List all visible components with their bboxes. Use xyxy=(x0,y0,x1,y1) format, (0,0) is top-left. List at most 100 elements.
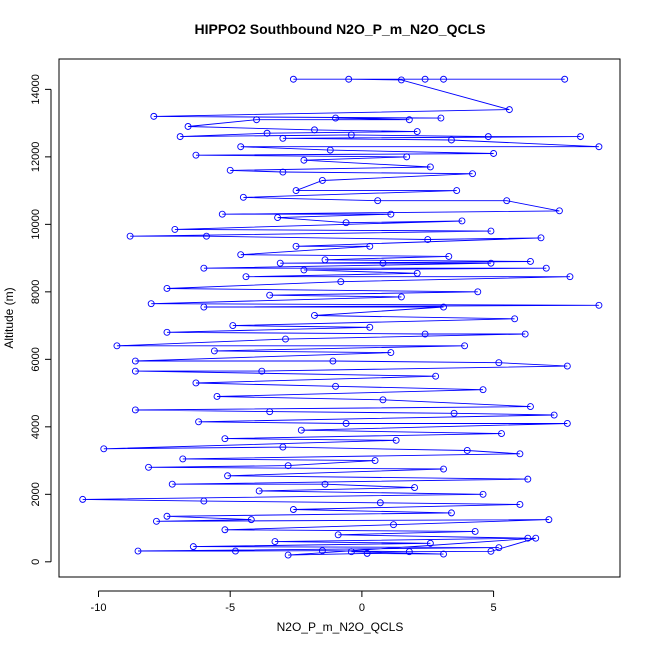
data-point xyxy=(279,443,287,451)
series-layer xyxy=(79,75,603,559)
data-point xyxy=(200,264,208,272)
data-point xyxy=(345,75,353,83)
data-point xyxy=(405,548,413,556)
data-point xyxy=(224,472,232,480)
data-point xyxy=(487,259,495,267)
y-tick-label: 2000 xyxy=(30,482,42,506)
data-point xyxy=(342,219,350,227)
data-point xyxy=(437,114,445,122)
data-point xyxy=(527,403,534,411)
data-point xyxy=(440,465,447,473)
data-point xyxy=(100,445,108,453)
data-point xyxy=(279,168,287,176)
data-point xyxy=(487,227,495,235)
data-point xyxy=(253,116,260,124)
data-point xyxy=(532,534,540,542)
data-point xyxy=(390,521,397,529)
data-point xyxy=(279,134,287,142)
data-point xyxy=(232,547,239,555)
x-tick-label: -10 xyxy=(91,602,107,614)
data-point xyxy=(366,323,374,331)
data-point xyxy=(440,75,447,83)
data-point xyxy=(242,273,250,281)
data-point xyxy=(566,273,574,281)
x-tick-label: -5 xyxy=(225,602,235,614)
data-point xyxy=(210,347,218,355)
data-point xyxy=(258,367,266,375)
x-tick-label: 5 xyxy=(491,602,497,614)
data-point xyxy=(379,396,387,404)
data-point xyxy=(577,133,584,141)
y-tick-label: 10000 xyxy=(30,209,42,240)
data-point xyxy=(516,500,524,508)
data-point xyxy=(471,527,479,535)
data-point xyxy=(321,480,329,488)
data-point xyxy=(374,197,382,205)
data-point xyxy=(445,252,453,260)
y-axis: 0 2000 4000 6000 8000 10000 12000 14000 xyxy=(30,74,52,565)
data-point xyxy=(426,539,434,547)
data-point xyxy=(311,126,318,134)
data-point xyxy=(79,495,87,503)
data-point xyxy=(271,538,279,546)
y-axis-label: Altitude (m) xyxy=(2,287,16,348)
y-tick-label: 6000 xyxy=(30,347,42,371)
data-point xyxy=(300,156,308,164)
data-point xyxy=(463,447,471,454)
data-point xyxy=(503,197,511,205)
data-point xyxy=(447,136,455,144)
data-point xyxy=(192,151,200,159)
data-point xyxy=(289,506,297,513)
x-axis-label: N2O_P_m_N2O_QCLS xyxy=(277,620,404,634)
data-point xyxy=(469,170,476,178)
data-point xyxy=(397,76,405,84)
data-point xyxy=(411,484,419,492)
data-point xyxy=(347,548,355,556)
data-point xyxy=(440,303,447,311)
data-point xyxy=(397,293,405,301)
data-point xyxy=(563,420,571,427)
data-point xyxy=(498,430,505,438)
data-point xyxy=(479,490,487,498)
data-point xyxy=(387,210,395,218)
data-point xyxy=(326,146,334,154)
data-point xyxy=(563,362,571,370)
data-point xyxy=(247,516,255,524)
chart-title: HIPPO2 Southbound N2O_P_m_N2O_QCLS xyxy=(195,21,486,37)
data-point xyxy=(218,210,226,218)
series-line xyxy=(82,78,599,556)
data-point xyxy=(179,455,187,463)
data-point xyxy=(405,116,413,124)
data-point xyxy=(487,547,495,555)
data-point xyxy=(318,177,326,184)
data-point xyxy=(421,75,429,83)
data-point xyxy=(292,242,300,250)
data-point xyxy=(495,359,503,367)
data-point xyxy=(387,349,395,357)
data-point xyxy=(440,550,447,558)
data-point xyxy=(461,342,469,350)
data-point xyxy=(292,187,300,195)
data-point xyxy=(332,382,339,390)
data-point xyxy=(131,406,139,414)
y-tick-label: 4000 xyxy=(30,415,42,439)
data-point xyxy=(276,259,284,267)
data-point xyxy=(274,214,282,222)
data-point xyxy=(413,269,421,277)
data-point xyxy=(432,372,440,380)
data-point xyxy=(450,409,458,417)
data-point xyxy=(424,236,432,243)
data-point xyxy=(145,463,152,471)
data-point xyxy=(221,435,229,443)
data-point xyxy=(516,450,524,458)
data-point xyxy=(237,251,245,259)
data-point xyxy=(527,258,534,265)
data-point xyxy=(239,193,247,201)
data-point xyxy=(176,133,184,141)
x-tick-label: 0 xyxy=(359,602,365,614)
data-point xyxy=(200,497,208,505)
y-tick-label: 14000 xyxy=(30,74,42,105)
data-point xyxy=(505,106,513,114)
data-point xyxy=(550,411,558,419)
